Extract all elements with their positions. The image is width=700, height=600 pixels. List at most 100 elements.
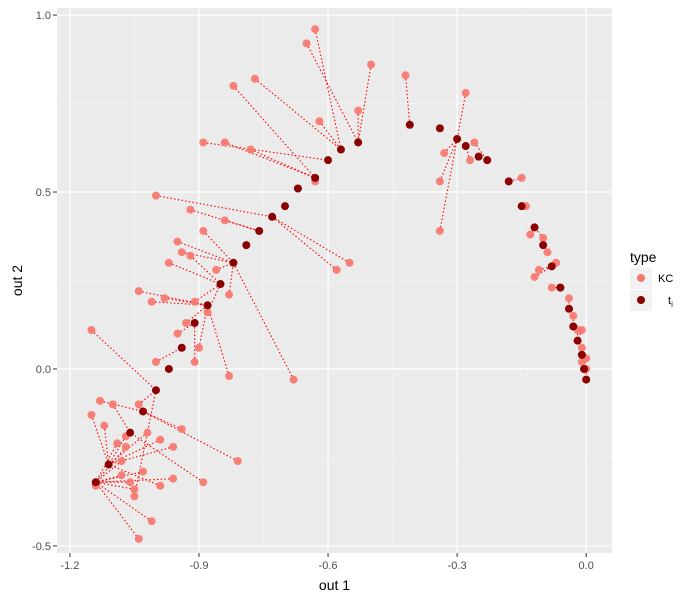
t-point xyxy=(164,364,173,373)
t-point xyxy=(203,301,212,310)
kc-point xyxy=(212,265,221,274)
kc-point xyxy=(440,149,449,158)
connector-line xyxy=(271,216,350,264)
kc-point xyxy=(199,138,208,147)
kc-point xyxy=(345,258,354,267)
connector-line xyxy=(306,43,359,143)
kc-point xyxy=(534,265,543,274)
t-point xyxy=(504,177,513,186)
connector-line xyxy=(95,471,144,483)
kc-point xyxy=(87,410,96,419)
kc-point xyxy=(435,177,444,186)
connector-line xyxy=(133,390,157,497)
kc-points xyxy=(87,25,591,543)
kc-point xyxy=(130,485,139,494)
t-point xyxy=(268,212,277,221)
y-axis: -0.5 0.0 0.5 1.0 xyxy=(32,10,57,553)
kc-point xyxy=(96,396,105,405)
t-point xyxy=(453,134,462,143)
t-point xyxy=(281,202,290,211)
t-point xyxy=(580,364,589,373)
x-tick-label: -0.3 xyxy=(448,560,467,572)
kc-point xyxy=(173,329,182,338)
connector-line xyxy=(404,75,411,125)
t-point xyxy=(577,350,586,359)
legend-label-kc: KC xyxy=(658,273,673,285)
connector-line xyxy=(254,78,342,150)
connector-line xyxy=(138,290,208,306)
kc-point xyxy=(199,226,208,235)
kc-point xyxy=(517,173,526,182)
connector-line xyxy=(194,283,221,303)
kc-point xyxy=(117,471,126,480)
t-points xyxy=(91,120,591,487)
kc-point xyxy=(461,88,470,97)
t-point xyxy=(336,145,345,154)
kc-point xyxy=(194,343,203,352)
kc-point xyxy=(143,428,152,437)
connector-line xyxy=(456,92,467,140)
connector-line xyxy=(271,216,338,271)
major-gridlines xyxy=(57,8,612,553)
kc-point xyxy=(564,294,573,303)
kc-point xyxy=(220,138,229,147)
legend-key-kc xyxy=(637,274,645,282)
kc-point xyxy=(401,71,410,80)
connector-line xyxy=(177,241,234,264)
x-tick-label: -0.6 xyxy=(319,560,338,572)
connector-line xyxy=(95,481,140,540)
kc-point xyxy=(577,326,586,335)
connector-line xyxy=(207,305,230,377)
kc-point xyxy=(190,297,199,306)
t-point xyxy=(483,156,492,165)
connector-line xyxy=(319,120,342,150)
connector-line xyxy=(142,410,238,462)
kc-point xyxy=(466,156,475,165)
kc-point xyxy=(117,456,126,465)
t-point xyxy=(255,226,264,235)
y-tick-label: 0.0 xyxy=(36,364,51,376)
kc-point xyxy=(569,311,578,320)
kc-point xyxy=(199,478,208,487)
connector-line xyxy=(95,474,122,483)
t-point xyxy=(517,202,526,211)
connector-line xyxy=(155,195,273,218)
kc-point xyxy=(539,234,548,243)
x-axis: -1.2 -0.9 -0.6 -0.3 0.0 xyxy=(60,553,594,572)
kc-point xyxy=(156,481,165,490)
connector-line xyxy=(185,304,208,324)
kc-point xyxy=(113,439,122,448)
minor-gridlines xyxy=(57,8,612,553)
connector-line xyxy=(90,414,110,465)
kc-point xyxy=(186,205,195,214)
t-point xyxy=(461,142,470,151)
kc-point xyxy=(177,248,186,257)
kc-point xyxy=(121,442,130,451)
t-point xyxy=(530,223,539,232)
kc-point xyxy=(289,375,298,384)
y-tick-label: -0.5 xyxy=(32,541,51,553)
connector-line xyxy=(224,219,260,232)
kc-point xyxy=(577,357,586,366)
kc-point xyxy=(526,230,535,239)
kc-point xyxy=(134,534,143,543)
kc-point xyxy=(182,318,191,327)
kc-point xyxy=(177,425,186,434)
connector-line xyxy=(439,138,458,182)
kc-point xyxy=(169,474,178,483)
t-point xyxy=(311,173,320,182)
connector-line xyxy=(190,209,260,232)
connector-line xyxy=(95,481,135,490)
t-point xyxy=(405,120,414,129)
connector-line xyxy=(103,425,110,465)
kc-point xyxy=(160,294,169,303)
t-point xyxy=(573,336,582,345)
connector-line xyxy=(155,347,183,363)
t-point xyxy=(229,258,238,267)
legend-title: type xyxy=(630,249,657,265)
kc-point xyxy=(203,308,212,317)
x-axis-title: out 1 xyxy=(319,577,350,593)
t-point xyxy=(324,156,333,165)
kc-point xyxy=(169,442,178,451)
